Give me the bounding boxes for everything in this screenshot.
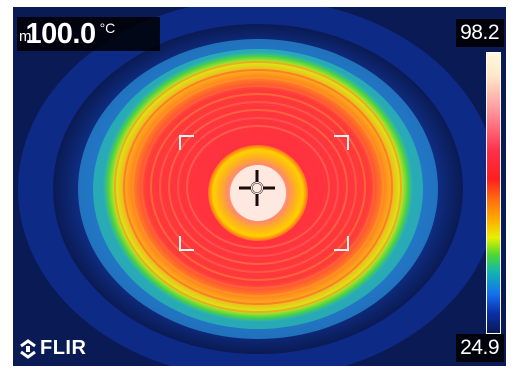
scale-max-value: 98.2	[456, 19, 504, 47]
flir-logo: FLIR	[18, 337, 86, 360]
roi-corner-bottom-left	[179, 236, 194, 251]
scale-min-value: 24.9	[456, 334, 504, 362]
temperature-unit: °C	[99, 20, 116, 36]
thermal-viewer: m 100.0 °C 98.2 24.9 FLIR	[13, 7, 506, 366]
flir-logo-icon	[20, 338, 36, 359]
spot-temperature-value: 100.0	[25, 18, 97, 50]
roi-corner-top-right	[334, 135, 349, 150]
roi-corner-bottom-right	[334, 236, 349, 251]
flir-logo-text: FLIR	[40, 337, 87, 359]
spot-temperature-readout: m 100.0 °C	[17, 17, 160, 51]
thermal-image	[13, 7, 506, 366]
temperature-color-scale	[486, 52, 501, 334]
roi-corner-top-left	[179, 135, 194, 150]
measurement-mode-label: m	[19, 28, 32, 45]
spot-meter-crosshair-icon[interactable]	[239, 170, 275, 206]
